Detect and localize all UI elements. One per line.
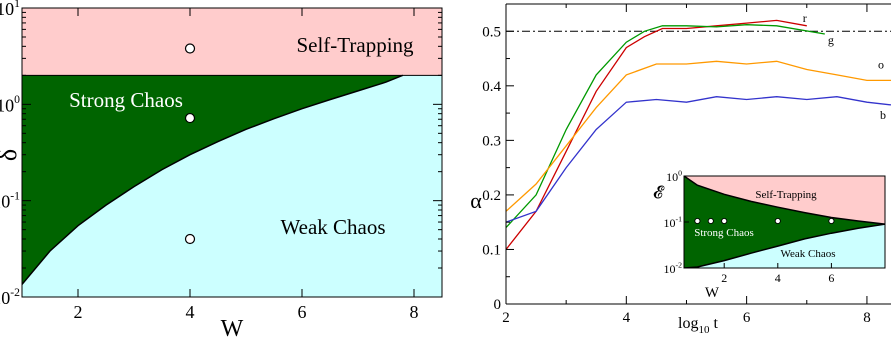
data-point — [184, 233, 196, 245]
y-tick-label: 0.3 — [482, 133, 501, 149]
y-tick-label: 0.1 — [482, 242, 501, 258]
inset-label-self-trapping: Self-Trapping — [755, 189, 817, 201]
y-tick-label: 10-1 — [0, 190, 20, 212]
x-tick-label: 8 — [863, 310, 871, 326]
y-tick-label: 10-2 — [0, 286, 20, 308]
region-label-weak-chaos: Weak Chaos — [280, 215, 385, 239]
right-y-axis-label: α — [470, 188, 482, 213]
series-label-r: r — [803, 11, 807, 25]
inset-lower-boundary-line — [684, 223, 885, 268]
series-label-b: b — [880, 108, 886, 122]
chaos-boundary-line — [22, 74, 404, 285]
x-tick-label: 4 — [186, 302, 195, 322]
series-line-b — [506, 96, 891, 223]
left-plot-frame — [21, 7, 443, 298]
y-tick-label: 100 — [666, 169, 682, 184]
right-line-chart: 2 4 6 8 0 0.1 0.2 0.3 0.4 0.5 r g o b log10 t α 2 4 6… — [470, 3, 891, 336]
inset-x-axis-label: W — [705, 285, 720, 301]
region-label-self-trapping: Self-Trapping — [296, 33, 414, 57]
series-line-o — [506, 60, 891, 212]
inset-y-axis-label: 𝓔 — [653, 183, 665, 202]
data-point — [184, 43, 196, 54]
x-tick-label: 2 — [74, 302, 83, 322]
data-point — [184, 112, 196, 124]
y-tick-label: 10-1 — [664, 215, 683, 230]
x-tick-label: 6 — [743, 310, 751, 326]
inset-x-tick-label: 4 — [775, 271, 781, 285]
x-tick-label: 6 — [298, 302, 307, 322]
inset-data-point — [828, 217, 835, 225]
left-x-axis-label: W — [221, 316, 244, 342]
inset-data-point — [694, 217, 701, 225]
x-tick-label: 2 — [502, 310, 510, 326]
inset-data-point — [721, 217, 728, 225]
series-line-g — [506, 24, 825, 229]
y-tick-label: 100 — [0, 93, 20, 115]
series-label-g: g — [828, 33, 834, 47]
inset-phase-diagram: 2 4 6 10-2 10-1 100 Self-Trapping Strong Cha… — [653, 169, 886, 301]
y-tick-label: 10-2 — [664, 261, 683, 276]
y-tick-label: 0 — [494, 297, 502, 313]
y-tick-label: 101 — [0, 0, 20, 19]
inset-x-tick-label: 2 — [721, 271, 727, 285]
self-trapping-region — [22, 8, 442, 76]
inset-data-point — [774, 217, 781, 225]
series-line-r — [506, 19, 807, 250]
x-tick-label: 8 — [410, 302, 419, 322]
series-label-o: o — [878, 57, 884, 71]
y-tick-label: 0.2 — [482, 188, 501, 204]
right-x-axis-label: log10 t — [678, 315, 718, 336]
region-label-strong-chaos: Strong Chaos — [69, 88, 183, 112]
y-tick-label: 0.4 — [482, 79, 501, 95]
inset-upper-boundary-line — [684, 176, 885, 225]
x-tick-label: 4 — [623, 310, 631, 326]
inset-label-strong-chaos: Strong Chaos — [694, 227, 754, 239]
left-y-axis-label: δ — [0, 149, 22, 161]
inset-data-point — [707, 217, 714, 225]
inset-x-tick-label: 6 — [828, 271, 834, 285]
left-phase-diagram: 2 4 6 8 10-2 10-1 100 101 Self-Trapping Strong… — [0, 0, 443, 342]
inset-label-weak-chaos: Weak Chaos — [780, 248, 835, 260]
strong-chaos-region — [22, 75, 403, 285]
inset-weak-chaos-region — [684, 224, 885, 268]
y-tick-label: 0.5 — [482, 24, 501, 40]
